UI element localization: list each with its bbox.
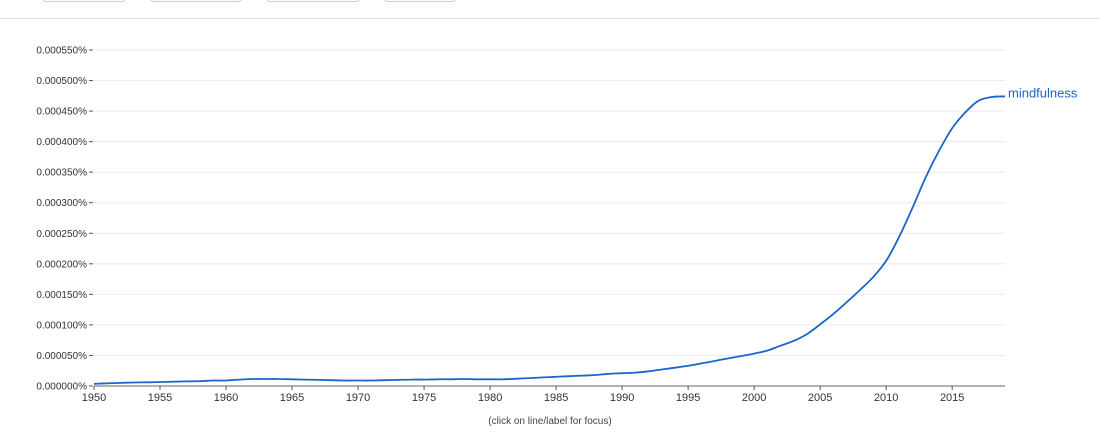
- series-label-mindfulness[interactable]: mindfulness: [1008, 85, 1078, 100]
- gridlines: [94, 49, 1005, 356]
- x-tick-label: 1975: [412, 392, 436, 404]
- y-axis: 0.000000% 0.000050% 0.000100% 0.000150% 0.00…: [36, 46, 93, 393]
- focus-hint: (click on line/label for focus): [488, 416, 612, 427]
- y-tick-label: 0.000250%: [36, 229, 87, 240]
- y-tick-label: 0.000000%: [36, 382, 87, 393]
- x-tick-label: 1970: [346, 392, 370, 404]
- y-tick-label: 0.000350%: [36, 168, 87, 179]
- y-tick-label: 0.000450%: [36, 107, 87, 118]
- x-tick-label: 1955: [148, 392, 172, 404]
- x-tick-label: 1995: [676, 392, 700, 404]
- x-tick-label: 1980: [478, 392, 502, 404]
- x-tick-label: 2015: [940, 392, 964, 404]
- x-tick-label: 2005: [808, 392, 832, 404]
- x-tick-label: 2000: [742, 392, 766, 404]
- x-tick-label: 1950: [82, 392, 106, 404]
- y-tick-label: 0.000500%: [36, 76, 87, 87]
- y-tick-label: 0.000100%: [36, 320, 87, 331]
- y-tick-label: 0.000050%: [36, 351, 87, 362]
- series-group: mindfulness: [93, 85, 1078, 385]
- toolbar: [0, 0, 1100, 19]
- y-tick-label: 0.000300%: [36, 198, 87, 209]
- x-tick-label: 1990: [610, 392, 634, 404]
- x-tick-label: 1965: [280, 392, 304, 404]
- y-tick-label: 0.000150%: [36, 290, 87, 301]
- series-line-mindfulness[interactable]: [93, 95, 1006, 385]
- y-tick-label: 0.000400%: [36, 137, 87, 148]
- x-tick-label: 2010: [874, 392, 898, 404]
- y-tick-label: 0.000550%: [36, 46, 87, 57]
- x-tick-label: 1985: [544, 392, 568, 404]
- x-tick-label: 1960: [214, 392, 238, 404]
- y-tick-label: 0.000200%: [36, 259, 87, 270]
- x-axis: 1950 1955 1960 1965 1970 1975 1980 1985 1990 1995…: [82, 385, 1005, 404]
